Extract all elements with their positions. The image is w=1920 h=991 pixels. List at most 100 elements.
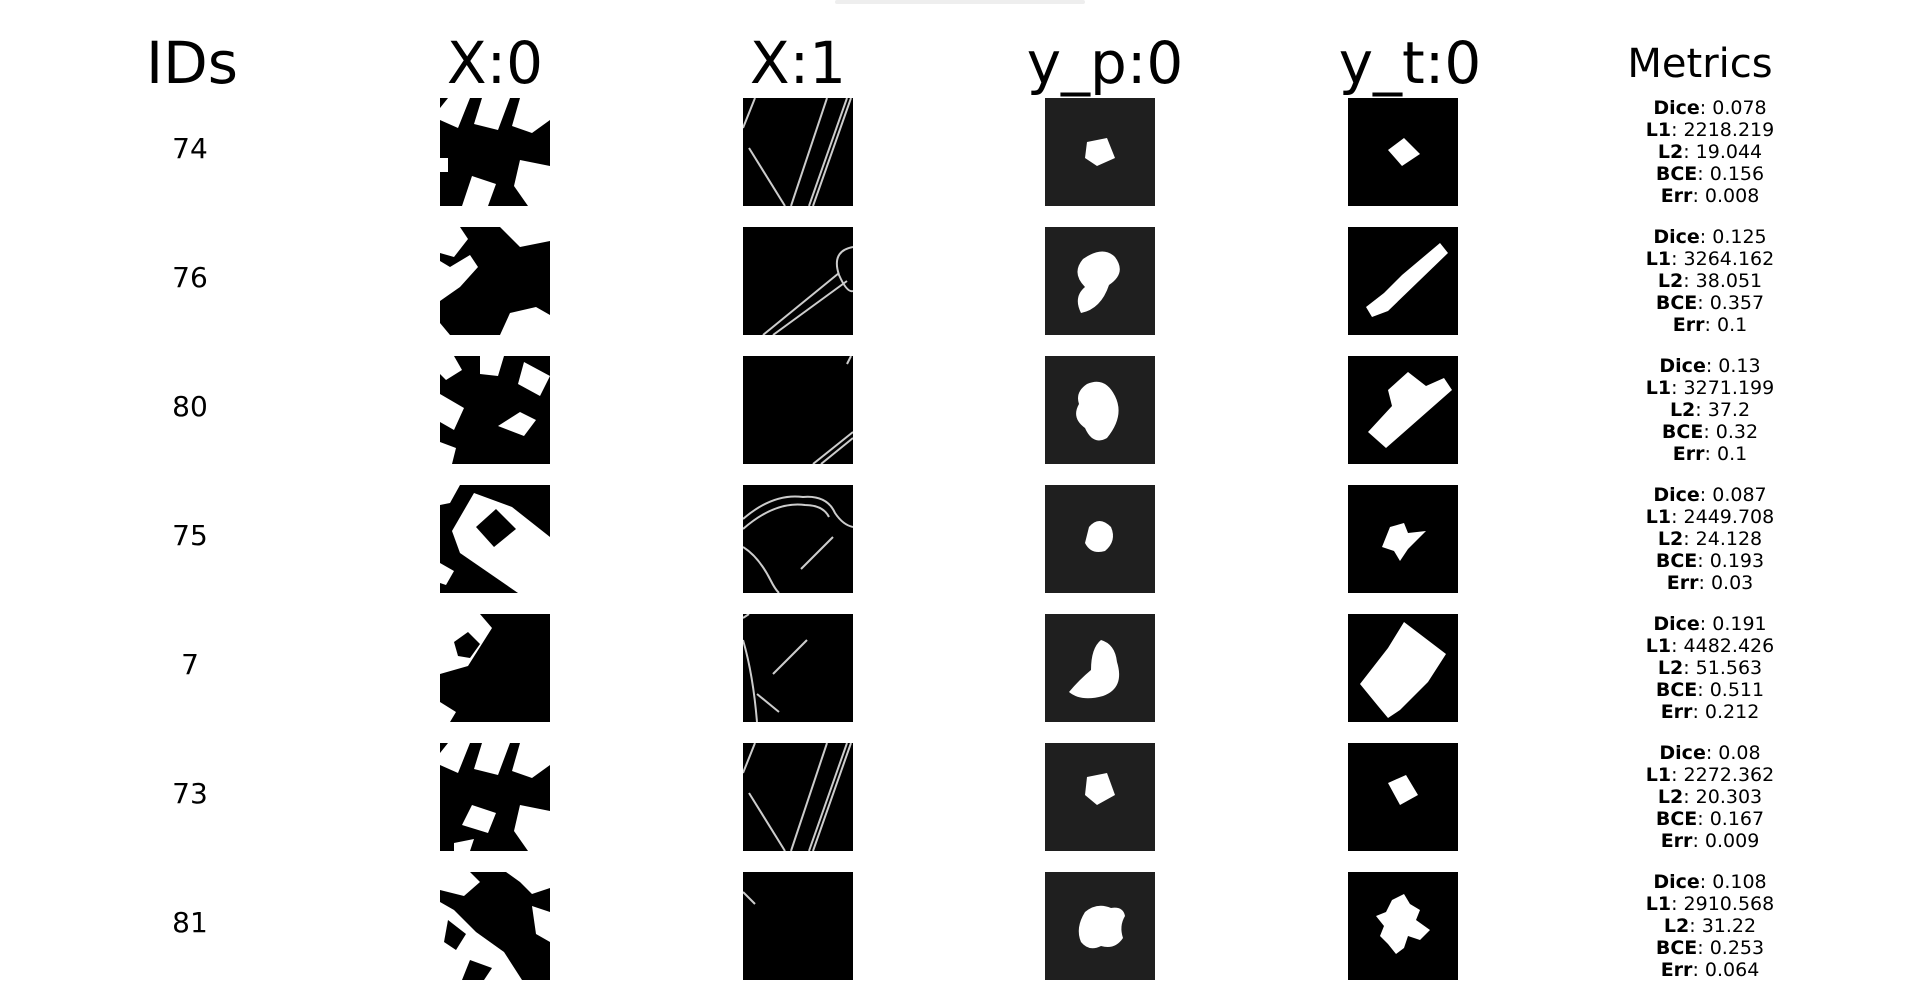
metric-value: 0.008 [1704, 185, 1760, 207]
metric-label: BCE [1655, 550, 1698, 572]
metric-value: 20.303 [1695, 786, 1763, 808]
metric-value: 0.009 [1704, 830, 1760, 852]
metric-value: 0.064 [1704, 959, 1760, 981]
metrics-block: Dice: 0.087 L1: 2449.708 L2: 24.128 BCE:… [1645, 484, 1775, 594]
metric-value: 3264.162 [1683, 248, 1775, 270]
row-id: 80 [172, 390, 208, 423]
metric-label: BCE [1661, 421, 1704, 443]
metric-label: BCE [1655, 808, 1698, 830]
yt-tile [1348, 485, 1458, 593]
metric-label: L2 [1657, 270, 1684, 292]
x0-tile [440, 743, 550, 851]
metric-value: 51.563 [1695, 657, 1763, 679]
yp-tile [1045, 743, 1155, 851]
x1-tile [743, 485, 853, 593]
metric-label: Dice [1659, 742, 1706, 764]
yp-tile [1045, 227, 1155, 335]
metric-label: Err [1660, 701, 1693, 723]
header-yt: y_t:0 [1338, 29, 1482, 97]
x1-tile [743, 98, 853, 206]
metric-label: Err [1660, 959, 1693, 981]
header-ids: IDs [146, 29, 238, 97]
metric-label: L1 [1645, 506, 1672, 528]
metric-label: L1 [1645, 635, 1672, 657]
metric-label: Dice [1653, 871, 1700, 893]
metric-value: 0.108 [1712, 871, 1767, 893]
metric-value: 2272.362 [1683, 764, 1775, 786]
metric-label: Dice [1653, 613, 1700, 635]
metric-label: L2 [1657, 528, 1684, 550]
metric-value: 0.193 [1709, 550, 1765, 572]
metric-label: Err [1660, 185, 1693, 207]
row-id: 73 [172, 777, 208, 810]
metric-label: Dice [1653, 484, 1700, 506]
top-edge-artifact [835, 0, 1085, 4]
x1-tile [743, 872, 853, 980]
yt-tile [1348, 227, 1458, 335]
metrics-block: Dice: 0.13 L1: 3271.199 L2: 37.2 BCE: 0.… [1645, 355, 1775, 465]
metric-label: BCE [1655, 163, 1698, 185]
yp-tile [1045, 872, 1155, 980]
metrics-block: Dice: 0.125 L1: 3264.162 L2: 38.051 BCE:… [1645, 226, 1775, 336]
metric-value: 0.191 [1712, 613, 1767, 635]
x1-tile [743, 614, 853, 722]
metric-value: 0.1 [1716, 314, 1748, 336]
row-id: 7 [181, 648, 199, 681]
row-id: 74 [172, 132, 208, 165]
metric-label: Err [1660, 830, 1693, 852]
x1-tile [743, 356, 853, 464]
metrics-block: Dice: 0.078 L1: 2218.219 L2: 19.044 BCE:… [1645, 97, 1775, 207]
metric-label: L2 [1657, 786, 1684, 808]
metric-value: 0.078 [1712, 97, 1767, 119]
metric-value: 2910.568 [1683, 893, 1775, 915]
x1-tile [743, 743, 853, 851]
metric-label: BCE [1655, 937, 1698, 959]
row-id: 81 [172, 906, 208, 939]
metric-label: L2 [1669, 399, 1696, 421]
metric-value: 4482.426 [1683, 635, 1775, 657]
metric-value: 0.156 [1709, 163, 1765, 185]
metric-label: L2 [1663, 915, 1690, 937]
header-metrics: Metrics [1627, 41, 1773, 87]
metric-value: 0.087 [1712, 484, 1767, 506]
yt-tile [1348, 98, 1458, 206]
yp-tile [1045, 356, 1155, 464]
metric-label: BCE [1655, 679, 1698, 701]
x0-tile [440, 614, 550, 722]
metric-value: 24.128 [1695, 528, 1763, 550]
x0-tile [440, 485, 550, 593]
metric-value: 0.1 [1716, 443, 1748, 465]
metric-value: 0.13 [1718, 355, 1761, 377]
metrics-block: Dice: 0.108 L1: 2910.568 L2: 31.22 BCE: … [1645, 871, 1775, 981]
x0-tile [440, 872, 550, 980]
header-yp: y_p:0 [1026, 29, 1184, 97]
metric-value: 19.044 [1695, 141, 1763, 163]
metric-value: 0.03 [1710, 572, 1754, 594]
yt-tile [1348, 614, 1458, 722]
row-id: 76 [172, 261, 208, 294]
metric-value: 2449.708 [1683, 506, 1775, 528]
metrics-block: Dice: 0.191 L1: 4482.426 L2: 51.563 BCE:… [1645, 613, 1775, 723]
metric-label: L2 [1657, 141, 1684, 163]
metric-label: Dice [1653, 97, 1700, 119]
yp-tile [1045, 485, 1155, 593]
metric-label: L1 [1645, 377, 1672, 399]
metric-value: 37.2 [1707, 399, 1751, 421]
x0-tile [440, 227, 550, 335]
yp-tile [1045, 614, 1155, 722]
x1-tile [743, 227, 853, 335]
metrics-block: Dice: 0.08 L1: 2272.362 L2: 20.303 BCE: … [1645, 742, 1775, 852]
metric-label: L1 [1645, 893, 1672, 915]
metric-label: Err [1672, 443, 1705, 465]
metric-label: BCE [1655, 292, 1698, 314]
row-id: 75 [172, 519, 208, 552]
metric-value: 0.32 [1715, 421, 1759, 443]
metric-label: Dice [1653, 226, 1700, 248]
metric-value: 0.08 [1718, 742, 1761, 764]
header-x1: X:1 [749, 29, 847, 97]
metric-value: 31.22 [1701, 915, 1757, 937]
metric-label: L1 [1645, 119, 1672, 141]
yt-tile [1348, 356, 1458, 464]
metric-label: L2 [1657, 657, 1684, 679]
x0-tile [440, 356, 550, 464]
